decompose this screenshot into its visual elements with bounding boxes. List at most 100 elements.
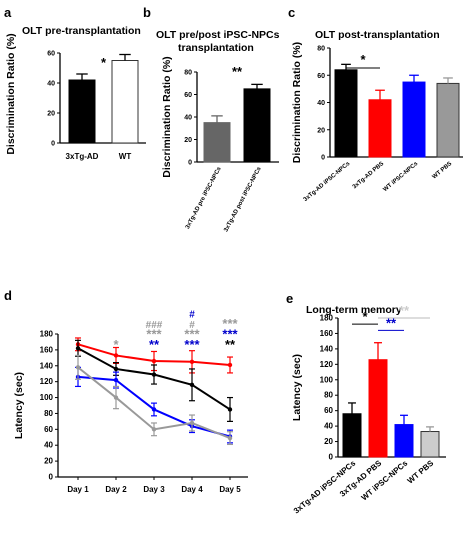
y-tick-label: 100 bbox=[40, 393, 54, 402]
x-category-label: WT bbox=[119, 152, 132, 161]
y-tick-label: 40 bbox=[317, 100, 325, 107]
data-point bbox=[227, 407, 233, 412]
bar bbox=[243, 88, 271, 163]
bar bbox=[368, 99, 392, 158]
y-tick-label: 60 bbox=[184, 92, 192, 99]
y-tick-label: 180 bbox=[40, 330, 54, 339]
y-tick-label: 40 bbox=[47, 81, 55, 88]
significance-marker: *** bbox=[184, 327, 200, 342]
y-tick-label: 120 bbox=[40, 377, 54, 386]
panel-title-b-line1: OLT pre/post iPSC-NPCs bbox=[156, 29, 280, 41]
significance-marker: *** bbox=[146, 327, 162, 342]
x-category-label: 3xTg-AD PBS bbox=[352, 161, 385, 190]
x-category-label: WT PBS bbox=[406, 458, 436, 485]
y-axis-label: Latency (sec) bbox=[13, 372, 25, 439]
significance-marker: * bbox=[101, 55, 107, 70]
bar bbox=[68, 79, 96, 144]
y-tick-label: 160 bbox=[320, 329, 334, 338]
significance-marker: ** bbox=[232, 64, 243, 79]
x-category-label: WT iPSC-NPCs bbox=[360, 458, 410, 502]
panel-label-a: a bbox=[4, 5, 12, 20]
y-tick-label: 140 bbox=[40, 361, 54, 370]
y-axis-label: Discrimination Ratio (%) bbox=[5, 33, 17, 154]
y-tick-label: 120 bbox=[320, 360, 334, 369]
y-tick-label: 40 bbox=[324, 422, 333, 431]
x-category-label: 3xTg-AD post iPSC-NPCs bbox=[223, 166, 263, 234]
data-point bbox=[189, 382, 195, 388]
y-tick-label: 60 bbox=[324, 406, 333, 415]
y-tick-label: 20 bbox=[47, 111, 55, 118]
significance-marker: * bbox=[360, 52, 366, 67]
x-tick-label: Day 5 bbox=[219, 485, 241, 494]
y-axis-label: Latency (sec) bbox=[291, 354, 303, 421]
y-tick-label: 80 bbox=[184, 70, 192, 77]
panel-title-e: Long-term memory bbox=[306, 304, 402, 316]
significance-marker: ** bbox=[225, 337, 236, 352]
y-tick-label: 0 bbox=[51, 141, 55, 148]
y-tick-label: 20 bbox=[317, 127, 325, 134]
significance-marker: *** bbox=[222, 327, 238, 342]
x-category-label: 3xTg-AD iPSC-NPCs bbox=[303, 161, 352, 204]
chart-a: 0 20 40 60 Discrimination Ratio (%) 3xTg-AD WT… bbox=[5, 33, 146, 161]
y-tick-label: 40 bbox=[44, 441, 53, 450]
data-point bbox=[189, 359, 195, 365]
bar bbox=[203, 122, 231, 163]
y-tick-label: 60 bbox=[44, 425, 53, 434]
chart-b: 0 20 40 60 80 Discrimination Ratio (%) 3xTg-AD… bbox=[161, 56, 279, 233]
panel-label-b: b bbox=[143, 5, 151, 20]
x-category-label: WT iPSC-NPCs bbox=[382, 161, 419, 194]
y-tick-label: 0 bbox=[49, 473, 54, 482]
significance-marker: ### bbox=[146, 320, 163, 331]
panel-label-e: e bbox=[286, 291, 293, 306]
y-tick-label: 0 bbox=[321, 155, 325, 162]
data-point bbox=[227, 435, 233, 441]
significance-marker: # bbox=[189, 320, 195, 331]
data-point bbox=[113, 366, 119, 372]
data-point bbox=[151, 407, 157, 412]
significance-marker: ** bbox=[386, 315, 397, 330]
panel-title-c: OLT post-transplantation bbox=[315, 29, 440, 41]
bar bbox=[402, 81, 426, 158]
y-tick-label: 0 bbox=[329, 453, 334, 462]
panel-label-d: d bbox=[4, 288, 12, 303]
data-point bbox=[75, 365, 81, 370]
significance-marker: * bbox=[362, 309, 368, 324]
significance-marker: # bbox=[189, 310, 195, 321]
panel-label-c: c bbox=[288, 5, 295, 20]
y-tick-label: 60 bbox=[317, 73, 325, 80]
y-tick-label: 0 bbox=[188, 160, 192, 167]
significance-marker: *** bbox=[184, 337, 200, 352]
y-tick-label: 80 bbox=[44, 409, 53, 418]
data-point bbox=[75, 346, 81, 351]
significance-marker: * bbox=[113, 337, 119, 352]
data-point bbox=[151, 372, 157, 377]
bar bbox=[334, 69, 358, 158]
y-tick-label: 100 bbox=[320, 375, 334, 384]
significance-marker: ** bbox=[149, 337, 160, 352]
bar bbox=[111, 60, 139, 144]
y-tick-label: 40 bbox=[184, 115, 192, 122]
y-axis-label: Discrimination Ratio (%) bbox=[291, 42, 303, 163]
panel-title-a: OLT pre-transplantation bbox=[22, 25, 141, 37]
x-tick-label: Day 2 bbox=[105, 485, 127, 494]
x-category-label: 3xTg-AD pre iPSC-NPCs bbox=[185, 166, 223, 231]
y-tick-label: 140 bbox=[320, 344, 334, 353]
significance-marker: *** bbox=[222, 316, 238, 331]
x-category-label: 3xTg-AD bbox=[66, 152, 99, 161]
y-tick-label: 160 bbox=[40, 345, 54, 354]
data-point bbox=[189, 420, 195, 426]
bar bbox=[342, 413, 362, 458]
bar bbox=[436, 82, 460, 158]
y-tick-label: 20 bbox=[44, 457, 53, 466]
data-point bbox=[227, 362, 233, 368]
y-tick-label: 20 bbox=[324, 437, 333, 446]
x-tick-label: Day 4 bbox=[181, 485, 203, 494]
data-point bbox=[113, 377, 119, 383]
y-tick-label: 180 bbox=[320, 314, 334, 323]
x-tick-label: Day 3 bbox=[143, 485, 165, 494]
data-point bbox=[113, 395, 119, 400]
y-axis-label: Discrimination Ratio (%) bbox=[161, 56, 173, 177]
